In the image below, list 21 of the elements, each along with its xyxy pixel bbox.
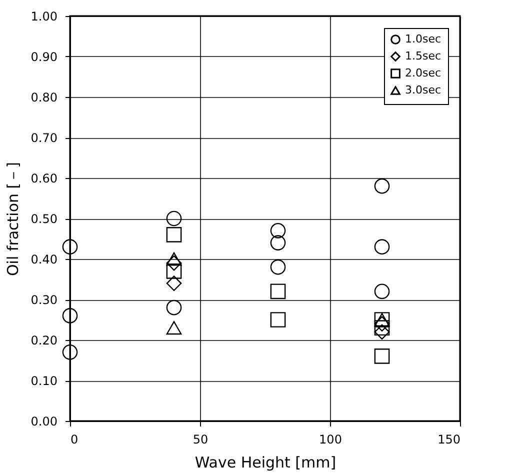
y-tick-label: 0.70 [30, 131, 58, 145]
y-axis-title: Oil fraction [－] [4, 162, 22, 276]
x-tick-label: 100 [319, 432, 342, 446]
y-tick-label: 0.50 [30, 212, 58, 226]
x-tick-label: 150 [438, 432, 460, 446]
legend-label: 3.0sec [405, 84, 442, 96]
y-tick-label: 0.80 [30, 90, 58, 104]
y-tick-label: 0.10 [30, 374, 58, 388]
legend-label: 2.0sec [405, 66, 442, 80]
y-tick-label: 0.20 [30, 334, 58, 348]
y-tick-label: 0.60 [30, 172, 58, 186]
legend-label: 1.5sec [405, 50, 442, 62]
y-tick-label: 0.00 [30, 414, 58, 428]
y-tick-label: 0.90 [30, 50, 58, 64]
x-tick-label: 50 [192, 432, 208, 446]
x-tick-label: 0 [70, 432, 78, 446]
y-tick-label: 0.40 [30, 252, 58, 266]
y-tick-label: 1.00 [30, 10, 58, 24]
x-axis-title: Wave Height [mm] [194, 454, 336, 472]
legend-label: 1.0sec [405, 32, 442, 46]
y-tick-label: 0.30 [30, 293, 58, 307]
